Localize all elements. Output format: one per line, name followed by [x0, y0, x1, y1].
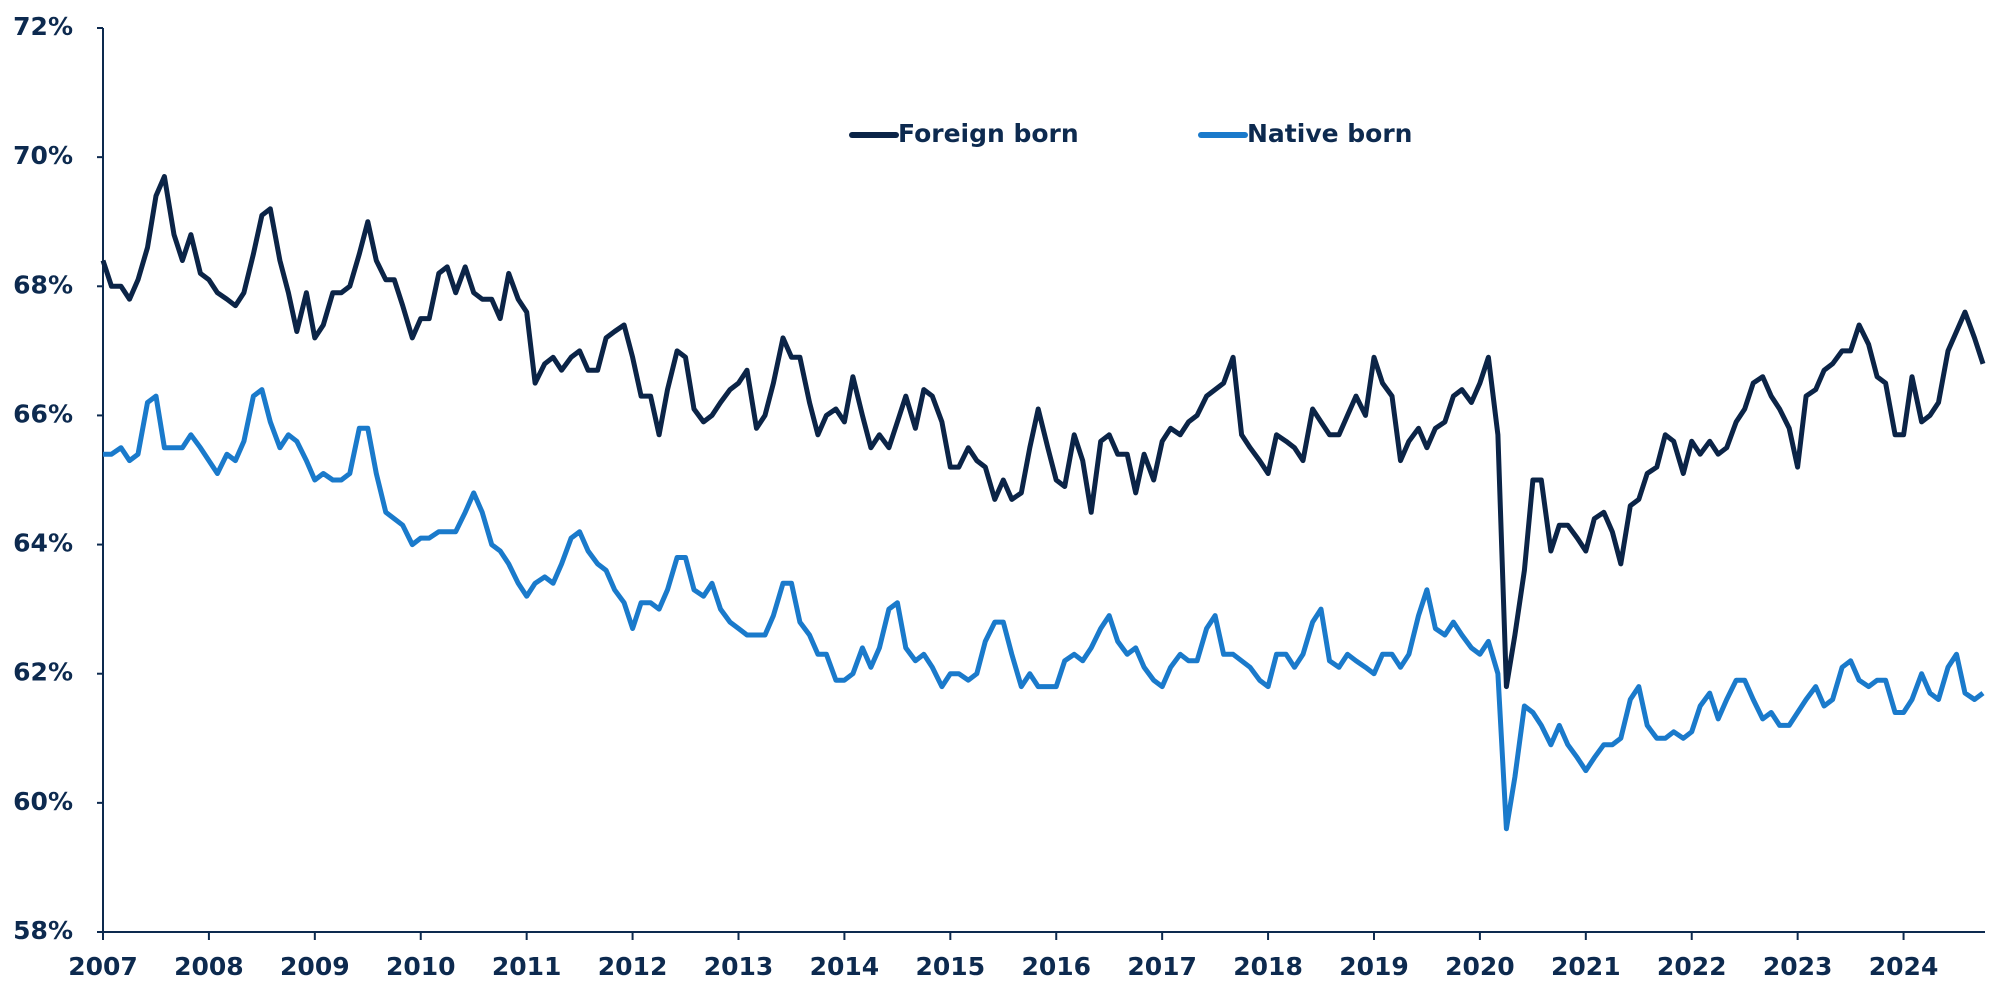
x-tick-label: 2016 [1021, 952, 1091, 981]
legend-label: Foreign born [898, 119, 1079, 148]
y-tick-label: 58% [13, 916, 73, 945]
x-tick-label: 2019 [1339, 952, 1409, 981]
legend-label: Native born [1247, 119, 1412, 148]
x-tick-label: 2018 [1233, 952, 1303, 981]
x-tick-label: 2021 [1551, 952, 1621, 981]
x-tick-label: 2015 [916, 952, 986, 981]
x-tick-label: 2023 [1763, 952, 1833, 981]
y-tick-label: 62% [13, 658, 73, 687]
x-tick-label: 2008 [174, 952, 244, 981]
series-line [103, 387, 1985, 832]
x-tick-label: 2012 [598, 952, 668, 981]
y-tick-label: 64% [13, 529, 73, 558]
x-tick-label: 2017 [1127, 952, 1197, 981]
x-tick-label: 2009 [280, 952, 350, 981]
x-tick-label: 2022 [1657, 952, 1727, 981]
x-tick-label: 2020 [1445, 952, 1515, 981]
series-line [100, 174, 1986, 690]
x-tick-label: 2013 [704, 952, 774, 981]
x-tick-label: 2014 [810, 952, 880, 981]
y-tick-label: 72% [13, 12, 73, 41]
x-tick-label: 2011 [492, 952, 562, 981]
y-tick-label: 68% [13, 270, 73, 299]
y-tick-label: 66% [13, 399, 73, 428]
x-tick-label: 2024 [1869, 952, 1939, 981]
y-tick-label: 60% [13, 787, 73, 816]
x-tick-label: 2007 [68, 952, 138, 981]
x-tick-label: 2010 [386, 952, 456, 981]
y-tick-label: 70% [13, 141, 73, 170]
